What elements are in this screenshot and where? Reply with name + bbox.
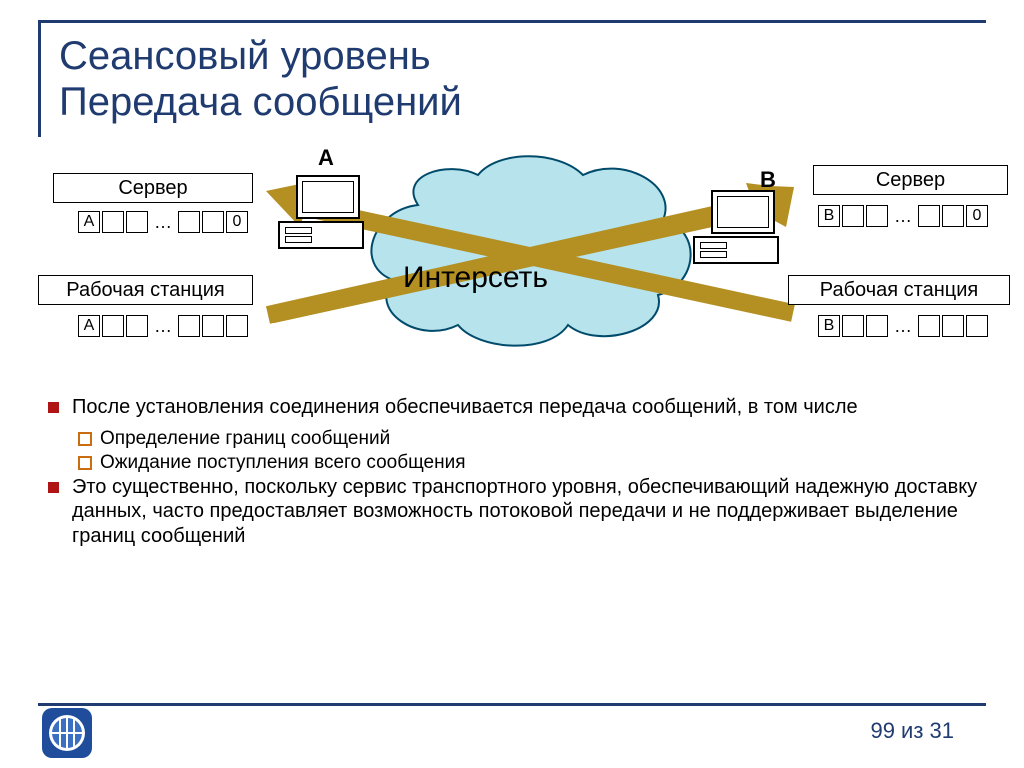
node-a-label: A xyxy=(318,145,334,171)
packet-row-bottom-left: A … xyxy=(78,315,248,337)
cloud-shape xyxy=(371,156,690,345)
bullet-1: После установления соединения обеспечива… xyxy=(48,395,986,419)
page-number: 99 из 31 xyxy=(870,718,954,744)
title-line-1: Сеансовый уровень xyxy=(59,33,986,79)
bullet-list: После установления соединения обеспечива… xyxy=(38,395,986,548)
title-line-2: Передача сообщений xyxy=(59,79,986,125)
bullet-2: Это существенно, поскольку сервис трансп… xyxy=(48,475,986,548)
server-right-box: Сервер xyxy=(813,165,1008,195)
packet-row-top-right: B … 0 xyxy=(818,205,988,227)
packet-row-bottom-right: B … xyxy=(818,315,988,337)
bullet-1-2: Ожидание поступления всего сообщения xyxy=(48,451,986,475)
slide: Сеансовый уровень Передача сообщений xyxy=(0,0,1024,768)
computer-a-icon xyxy=(278,175,368,249)
server-left-box: Сервер xyxy=(53,173,253,203)
computer-b-icon xyxy=(693,190,783,264)
bullet-1-1: Определение границ сообщений xyxy=(48,427,986,451)
logo-icon xyxy=(40,706,94,760)
workstation-right-box: Рабочая станция xyxy=(788,275,1010,305)
packet-row-top-left: A … 0 xyxy=(78,211,248,233)
workstation-left-box: Рабочая станция xyxy=(38,275,253,305)
footer-divider xyxy=(38,703,986,706)
cloud-label: Интерсеть xyxy=(403,261,548,295)
title-box: Сеансовый уровень Передача сообщений xyxy=(38,20,986,137)
diagram: A B Сервер Сервер Рабочая станция Рабоча… xyxy=(38,145,998,385)
